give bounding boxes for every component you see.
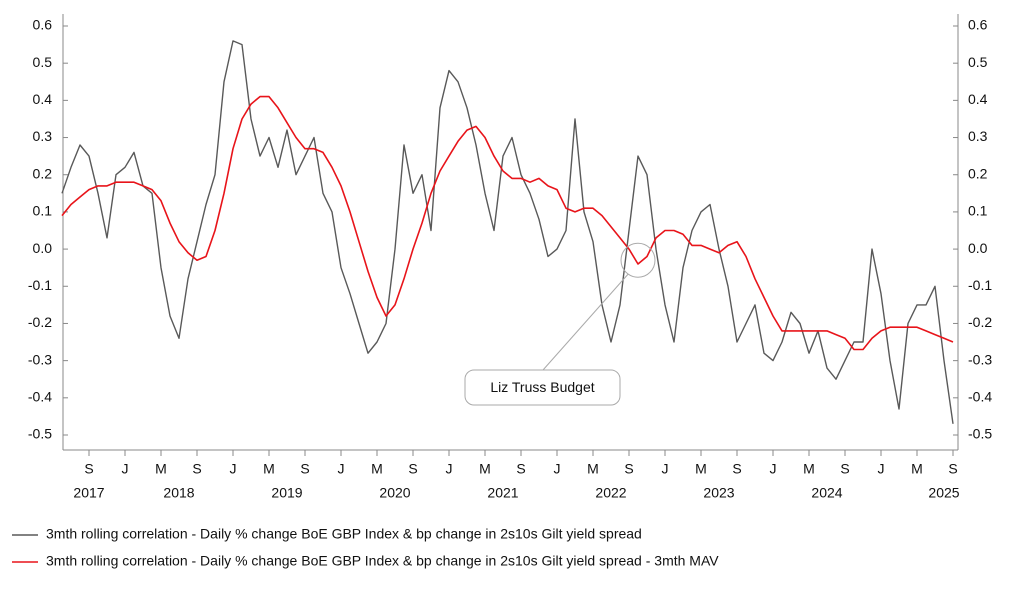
x-tick-label: J: [122, 461, 129, 477]
x-tick-label: S: [192, 461, 201, 477]
y-tick-label: -0.4: [28, 389, 52, 405]
y2-tick-label: 0.2: [968, 165, 988, 181]
year-label: 2018: [163, 485, 194, 501]
y2-tick-label: -0.1: [968, 277, 992, 293]
y-tick-label: -0.3: [28, 351, 52, 367]
x-tick-label: M: [911, 461, 923, 477]
annotation-text: Liz Truss Budget: [490, 379, 594, 395]
y2-tick-label: -0.3: [968, 351, 992, 367]
y2-tick-label: 0.1: [968, 203, 988, 219]
y2-tick-label: 0.3: [968, 128, 988, 144]
annotation-circle: [620, 242, 656, 278]
x-tick-label: J: [230, 461, 237, 477]
y-tick-label: -0.2: [28, 314, 52, 330]
y2-tick-label: 0.5: [968, 54, 988, 70]
y-tick-label: 0.6: [33, 17, 53, 33]
x-tick-label: M: [263, 461, 275, 477]
x-tick-label: J: [338, 461, 345, 477]
y-tick-label: 0.0: [33, 240, 53, 256]
year-label: 2020: [379, 485, 410, 501]
x-tick-label: S: [408, 461, 417, 477]
y-tick-label: 0.3: [33, 128, 53, 144]
year-label: 2024: [811, 485, 842, 501]
series-line: [61, 40, 954, 424]
y2-tick-label: -0.4: [968, 389, 992, 405]
x-tick-label: J: [554, 461, 561, 477]
x-tick-label: S: [948, 461, 957, 477]
y2-tick-label: 0.6: [968, 17, 988, 33]
y2-tick-label: 0.0: [968, 240, 988, 256]
legend-label: 3mth rolling correlation - Daily % chang…: [46, 553, 719, 569]
x-tick-label: J: [878, 461, 885, 477]
x-tick-label: S: [624, 461, 633, 477]
x-tick-label: S: [84, 461, 93, 477]
y-tick-label: -0.5: [28, 426, 52, 442]
x-tick-label: J: [770, 461, 777, 477]
year-label: 2025: [928, 485, 959, 501]
y2-tick-label: -0.2: [968, 314, 992, 330]
x-tick-label: M: [803, 461, 815, 477]
year-label: 2023: [703, 485, 734, 501]
series-line: [61, 95, 954, 351]
y-tick-label: 0.2: [33, 165, 53, 181]
x-tick-label: M: [587, 461, 599, 477]
x-tick-label: S: [300, 461, 309, 477]
legend-label: 3mth rolling correlation - Daily % chang…: [46, 526, 642, 542]
x-tick-label: J: [662, 461, 669, 477]
annotation-leader: [542, 273, 629, 371]
y-tick-label: 0.5: [33, 54, 53, 70]
x-tick-label: M: [155, 461, 167, 477]
y-tick-label: 0.1: [33, 203, 53, 219]
x-tick-label: J: [446, 461, 453, 477]
y2-tick-label: 0.4: [968, 91, 988, 107]
annotation-box: [464, 369, 621, 406]
x-tick-label: M: [479, 461, 491, 477]
x-tick-label: S: [840, 461, 849, 477]
x-tick-label: S: [732, 461, 741, 477]
year-label: 2021: [487, 485, 518, 501]
year-label: 2022: [595, 485, 626, 501]
x-tick-label: M: [371, 461, 383, 477]
y-tick-label: 0.4: [33, 91, 53, 107]
y-tick-label: -0.1: [28, 277, 52, 293]
year-label: 2017: [73, 485, 104, 501]
x-tick-label: S: [516, 461, 525, 477]
y2-tick-label: -0.5: [968, 426, 992, 442]
year-label: 2019: [271, 485, 302, 501]
x-tick-label: M: [695, 461, 707, 477]
